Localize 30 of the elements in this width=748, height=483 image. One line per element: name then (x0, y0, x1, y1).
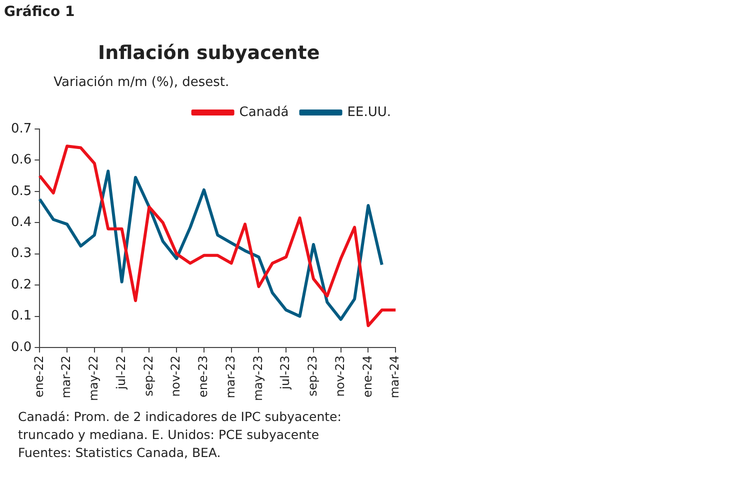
x-tick-label: sep-23 (306, 355, 320, 396)
x-tick-label: ene-23 (196, 355, 210, 398)
y-tick-label: 0.2 (10, 277, 32, 292)
y-tick-label: 0.1 (10, 308, 32, 324)
x-tick-label: mar-22 (59, 355, 74, 398)
x-tick-label: may-22 (86, 355, 101, 402)
y-tick-label: 0.5 (10, 184, 32, 199)
y-tick-label: 0.3 (10, 246, 32, 262)
chart-title: Inflación subyacente (98, 42, 320, 64)
x-tick-label: mar-23 (223, 355, 238, 398)
text: Canadá: Prom. de 2 indicadores de IPC subyacente: (18, 408, 342, 426)
x-tick-label: nov-23 (332, 355, 347, 397)
y-tick-label: 0.0 (10, 340, 32, 355)
x-tick-label: jul-23 (278, 355, 292, 390)
x-tick-label: mar-24 (388, 355, 402, 398)
legend-label: Canadá (239, 104, 289, 120)
y-axis-title: Variación m/m (%), desest. (54, 74, 230, 90)
x-tick-label: sep-22 (141, 355, 156, 396)
y-tick-label: 0.7 (10, 121, 32, 136)
text: truncado y mediana. E. Unidos: PCE subyacente (18, 426, 320, 444)
x-tick-label: jul-22 (114, 355, 128, 390)
x-tick-label: ene-22 (32, 355, 46, 398)
x-tick-label: nov-22 (168, 355, 183, 397)
y-tick-label: 0.6 (10, 152, 32, 168)
x-tick-label: ene-24 (360, 355, 374, 398)
y-tick-label: 0.4 (10, 215, 32, 230)
legend-label: EE.UU. (347, 104, 392, 120)
source-note: Fuentes: Statistics Canada, BEA. (18, 444, 222, 462)
text: Gráfico 1 (4, 4, 75, 20)
x-tick-label: may-23 (250, 355, 265, 402)
